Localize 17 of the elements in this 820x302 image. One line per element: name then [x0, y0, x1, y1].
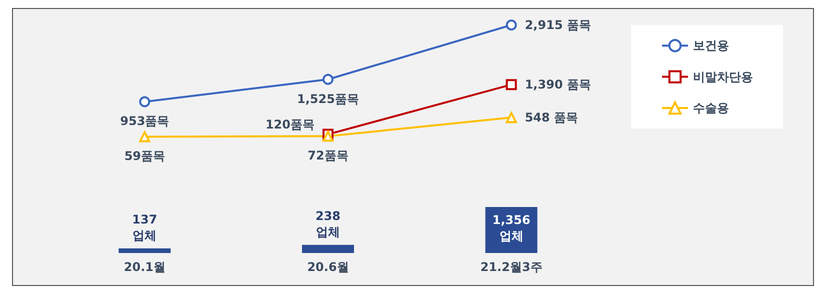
x-tick-label: 20.6월: [307, 260, 349, 274]
data-label: 2,915 품목: [524, 18, 591, 32]
legend-label: 수술용: [693, 101, 729, 115]
data-label: 120품목: [265, 117, 314, 132]
data-label: 1,525품목: [297, 92, 359, 106]
data-label: 1,390 품목: [524, 78, 591, 92]
x-tick-label: 21.2월3주: [480, 260, 542, 274]
legend-label: 보건용: [693, 38, 729, 53]
data-label: 72품목: [308, 148, 348, 163]
data-label: 1,356 업체: [492, 213, 530, 243]
data-label: 137 업체: [132, 212, 158, 242]
x-tick-label: 20.1월: [124, 260, 166, 274]
data-label: 238 업체: [315, 208, 341, 239]
data-label: 59품목: [124, 149, 166, 164]
legend-label: 비말차단용: [693, 70, 753, 84]
data-label: 548 품목: [524, 110, 578, 125]
data-label: 953품목: [120, 114, 170, 128]
